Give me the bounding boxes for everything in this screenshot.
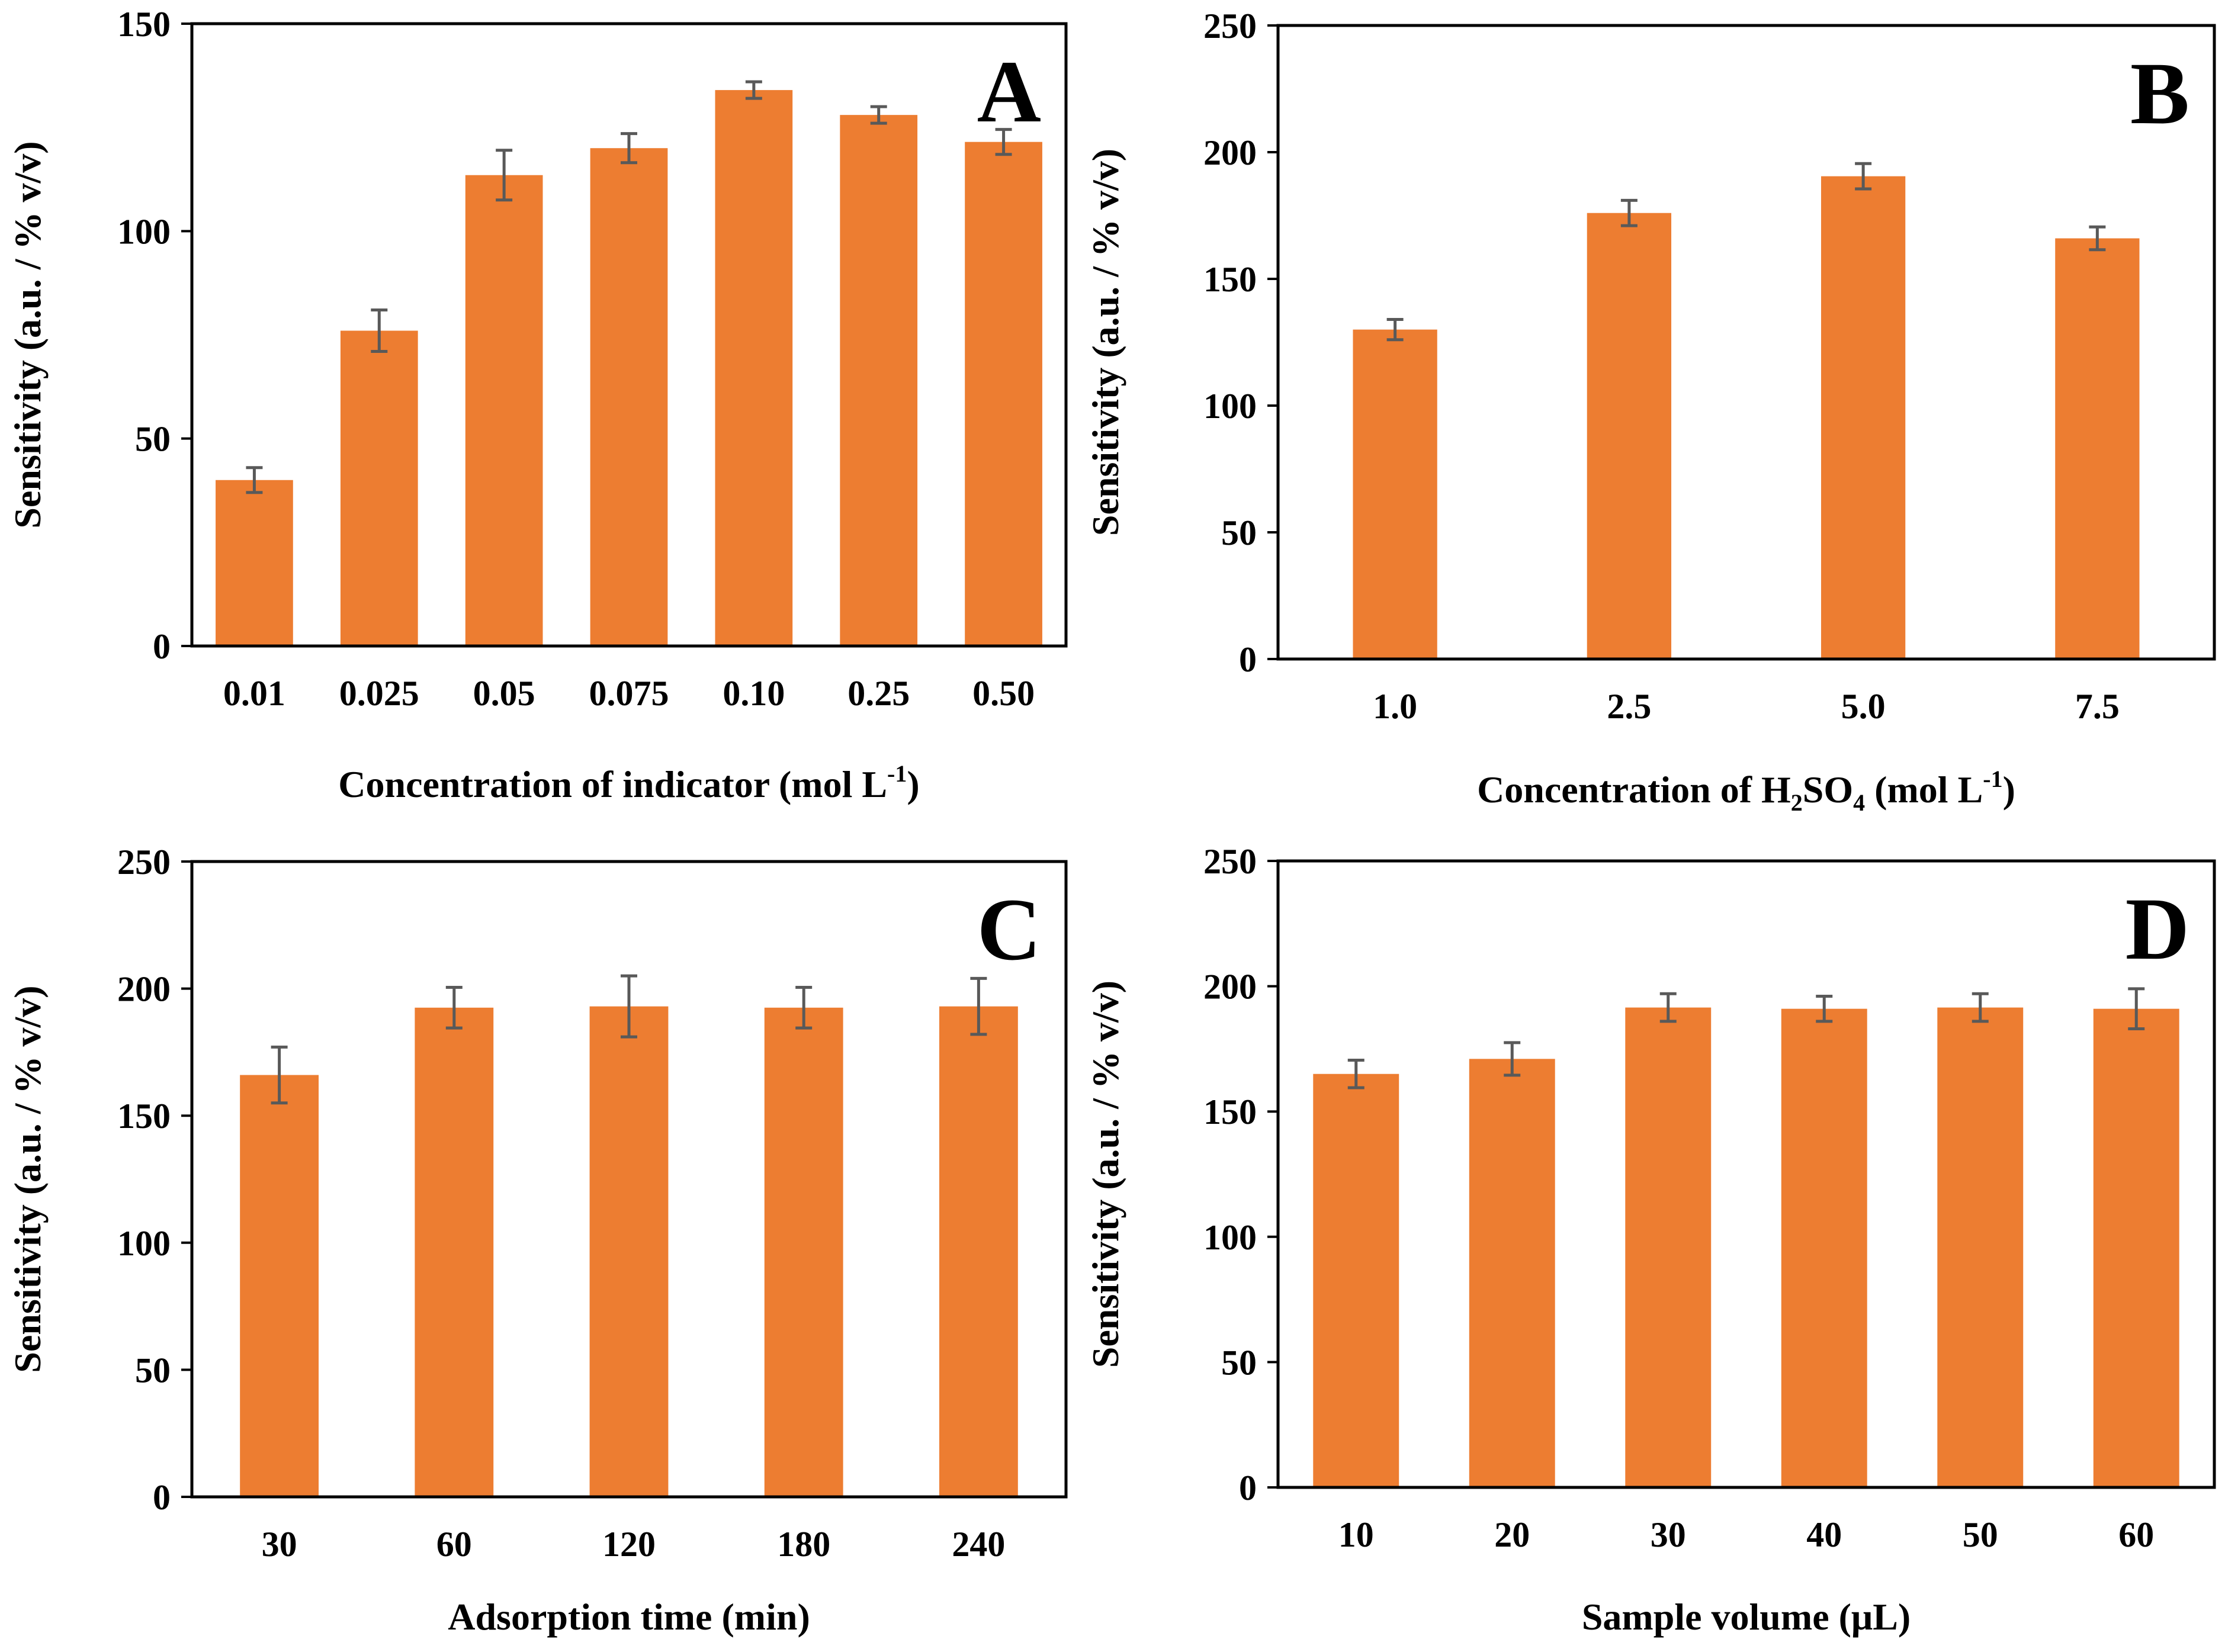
bar — [764, 1007, 843, 1497]
chart-panel-b: 1.0 2.5 5.0 7.5 0 50 100 150 200 250 B Sensitivity … — [1084, 7, 2216, 816]
x-tick-label: 7.5 — [2075, 687, 2120, 726]
x-axis-label-part: Concentration of indicator (mol L — [338, 763, 887, 805]
x-axis-label: Adsorption time (min) — [448, 1596, 810, 1638]
y-tick-label: 250 — [117, 843, 171, 882]
bar — [1821, 176, 1906, 659]
x-tick-label: 0.10 — [723, 674, 785, 713]
y-tick-label: 0 — [1239, 1468, 1257, 1508]
bar — [1313, 1074, 1399, 1487]
y-tick-label: 50 — [1221, 1343, 1257, 1382]
x-axis-label-part: Concentration of H — [1477, 769, 1791, 811]
bar — [216, 480, 293, 646]
y-tick-label: 100 — [117, 1224, 171, 1263]
x-axis-label: Sample volume (μL) — [1582, 1596, 1911, 1638]
panel-label: B — [2130, 44, 2189, 143]
x-axis-label-superscript: -1 — [887, 760, 907, 787]
bar — [1587, 213, 1672, 660]
bar — [1625, 1007, 1712, 1487]
x-tick-label: 0.25 — [847, 674, 910, 713]
x-tick-label: 5.0 — [1841, 687, 1886, 726]
bar — [715, 90, 793, 646]
bar — [1353, 329, 1437, 659]
x-tick-label: 40 — [1806, 1515, 1842, 1554]
bar — [589, 1006, 669, 1497]
x-tick-label: 1.0 — [1373, 687, 1417, 726]
y-axis-label: Sensitivity (a.u. / % v/v) — [7, 985, 49, 1373]
y-tick-label: 150 — [117, 1097, 171, 1136]
x-axis-label-subscript: 2 — [1791, 789, 1803, 816]
x-tick-label: 0.50 — [972, 674, 1035, 713]
chart-panel-a: 0.01 0.025 0.05 0.075 0.10 0.25 0.50 0 50 100 150 A… — [7, 5, 1068, 805]
y-tick-label: 150 — [1203, 260, 1257, 299]
bar — [2093, 1008, 2179, 1487]
panel-label: A — [977, 43, 1041, 141]
y-tick-label: 200 — [117, 970, 171, 1009]
x-axis-label-part: (mol L — [1865, 769, 1983, 811]
plot-frame — [1276, 859, 2216, 1489]
y-tick-label: 250 — [1203, 7, 1257, 46]
x-axis-label-part: SO — [1803, 769, 1853, 811]
x-axis-label-superscript: -1 — [1983, 766, 2002, 792]
y-tick-label: 100 — [1203, 1218, 1257, 1257]
y-tick-label: 100 — [117, 212, 171, 251]
x-tick-label: 30 — [262, 1525, 297, 1564]
panel-label: D — [2126, 880, 2189, 978]
x-axis-label-subscript: 4 — [1853, 789, 1865, 816]
bar — [1937, 1007, 2024, 1487]
y-tick-label: 50 — [135, 420, 171, 459]
x-axis-label: Concentration of H2SO4 (mol L-1) — [1477, 766, 2015, 816]
y-tick-label: 50 — [1221, 513, 1257, 552]
x-tick-label: 60 — [436, 1525, 472, 1564]
y-tick-label: 50 — [135, 1351, 171, 1390]
y-tick-label: 200 — [1203, 133, 1257, 172]
y-tick-label: 0 — [153, 627, 171, 666]
bar — [240, 1075, 319, 1497]
x-tick-label: 60 — [2118, 1515, 2154, 1554]
x-tick-label: 0.075 — [589, 674, 669, 713]
x-tick-label: 2.5 — [1607, 687, 1651, 726]
y-tick-label: 0 — [1239, 640, 1257, 679]
bar — [939, 1006, 1018, 1497]
x-tick-label: 50 — [1963, 1515, 1998, 1554]
y-axis-label: Sensitivity (a.u. / % v/v) — [1084, 981, 1126, 1368]
y-tick-label: 150 — [117, 5, 171, 44]
x-tick-label: 120 — [602, 1525, 656, 1564]
bar — [1469, 1059, 1555, 1487]
x-axis-label-part: ) — [2003, 769, 2015, 811]
y-tick-label: 0 — [153, 1478, 171, 1517]
x-axis-label: Concentration of indicator (mol L-1) — [338, 760, 919, 805]
bar — [840, 115, 918, 646]
y-axis-label: Sensitivity (a.u. / % v/v) — [1084, 149, 1126, 536]
y-tick-label: 100 — [1203, 387, 1257, 426]
bar — [465, 175, 543, 646]
x-axis-label-part: ) — [907, 763, 919, 805]
x-tick-label: 10 — [1338, 1515, 1374, 1554]
bar — [1781, 1008, 1867, 1487]
chart-panel-c: 30 60 120 180 240 0 50 100 150 200 250 C Sensitivity… — [7, 843, 1068, 1638]
x-tick-label: 0.05 — [473, 674, 535, 713]
plot-frame — [190, 22, 1068, 648]
bar — [965, 142, 1042, 646]
y-tick-label: 150 — [1203, 1092, 1257, 1132]
y-tick-label: 250 — [1203, 842, 1257, 881]
x-tick-label: 240 — [952, 1525, 1005, 1564]
panel-label: C — [977, 880, 1041, 979]
bar — [2055, 238, 2140, 659]
plot-frame — [190, 860, 1068, 1499]
y-tick-label: 200 — [1203, 968, 1257, 1007]
plot-frame — [1276, 24, 2216, 661]
x-tick-label: 20 — [1494, 1515, 1530, 1554]
bar — [415, 1007, 494, 1497]
bar — [340, 330, 418, 646]
x-tick-label: 0.025 — [339, 674, 419, 713]
x-tick-label: 180 — [777, 1525, 830, 1564]
y-axis-label: Sensitivity (a.u. / % v/v) — [7, 141, 49, 528]
x-tick-label: 0.01 — [223, 674, 285, 713]
bar — [590, 148, 668, 646]
chart-panel-d: 10 20 30 40 50 60 0 50 100 150 200 250 D Sensitivity … — [1084, 842, 2216, 1638]
x-tick-label: 30 — [1651, 1515, 1686, 1554]
